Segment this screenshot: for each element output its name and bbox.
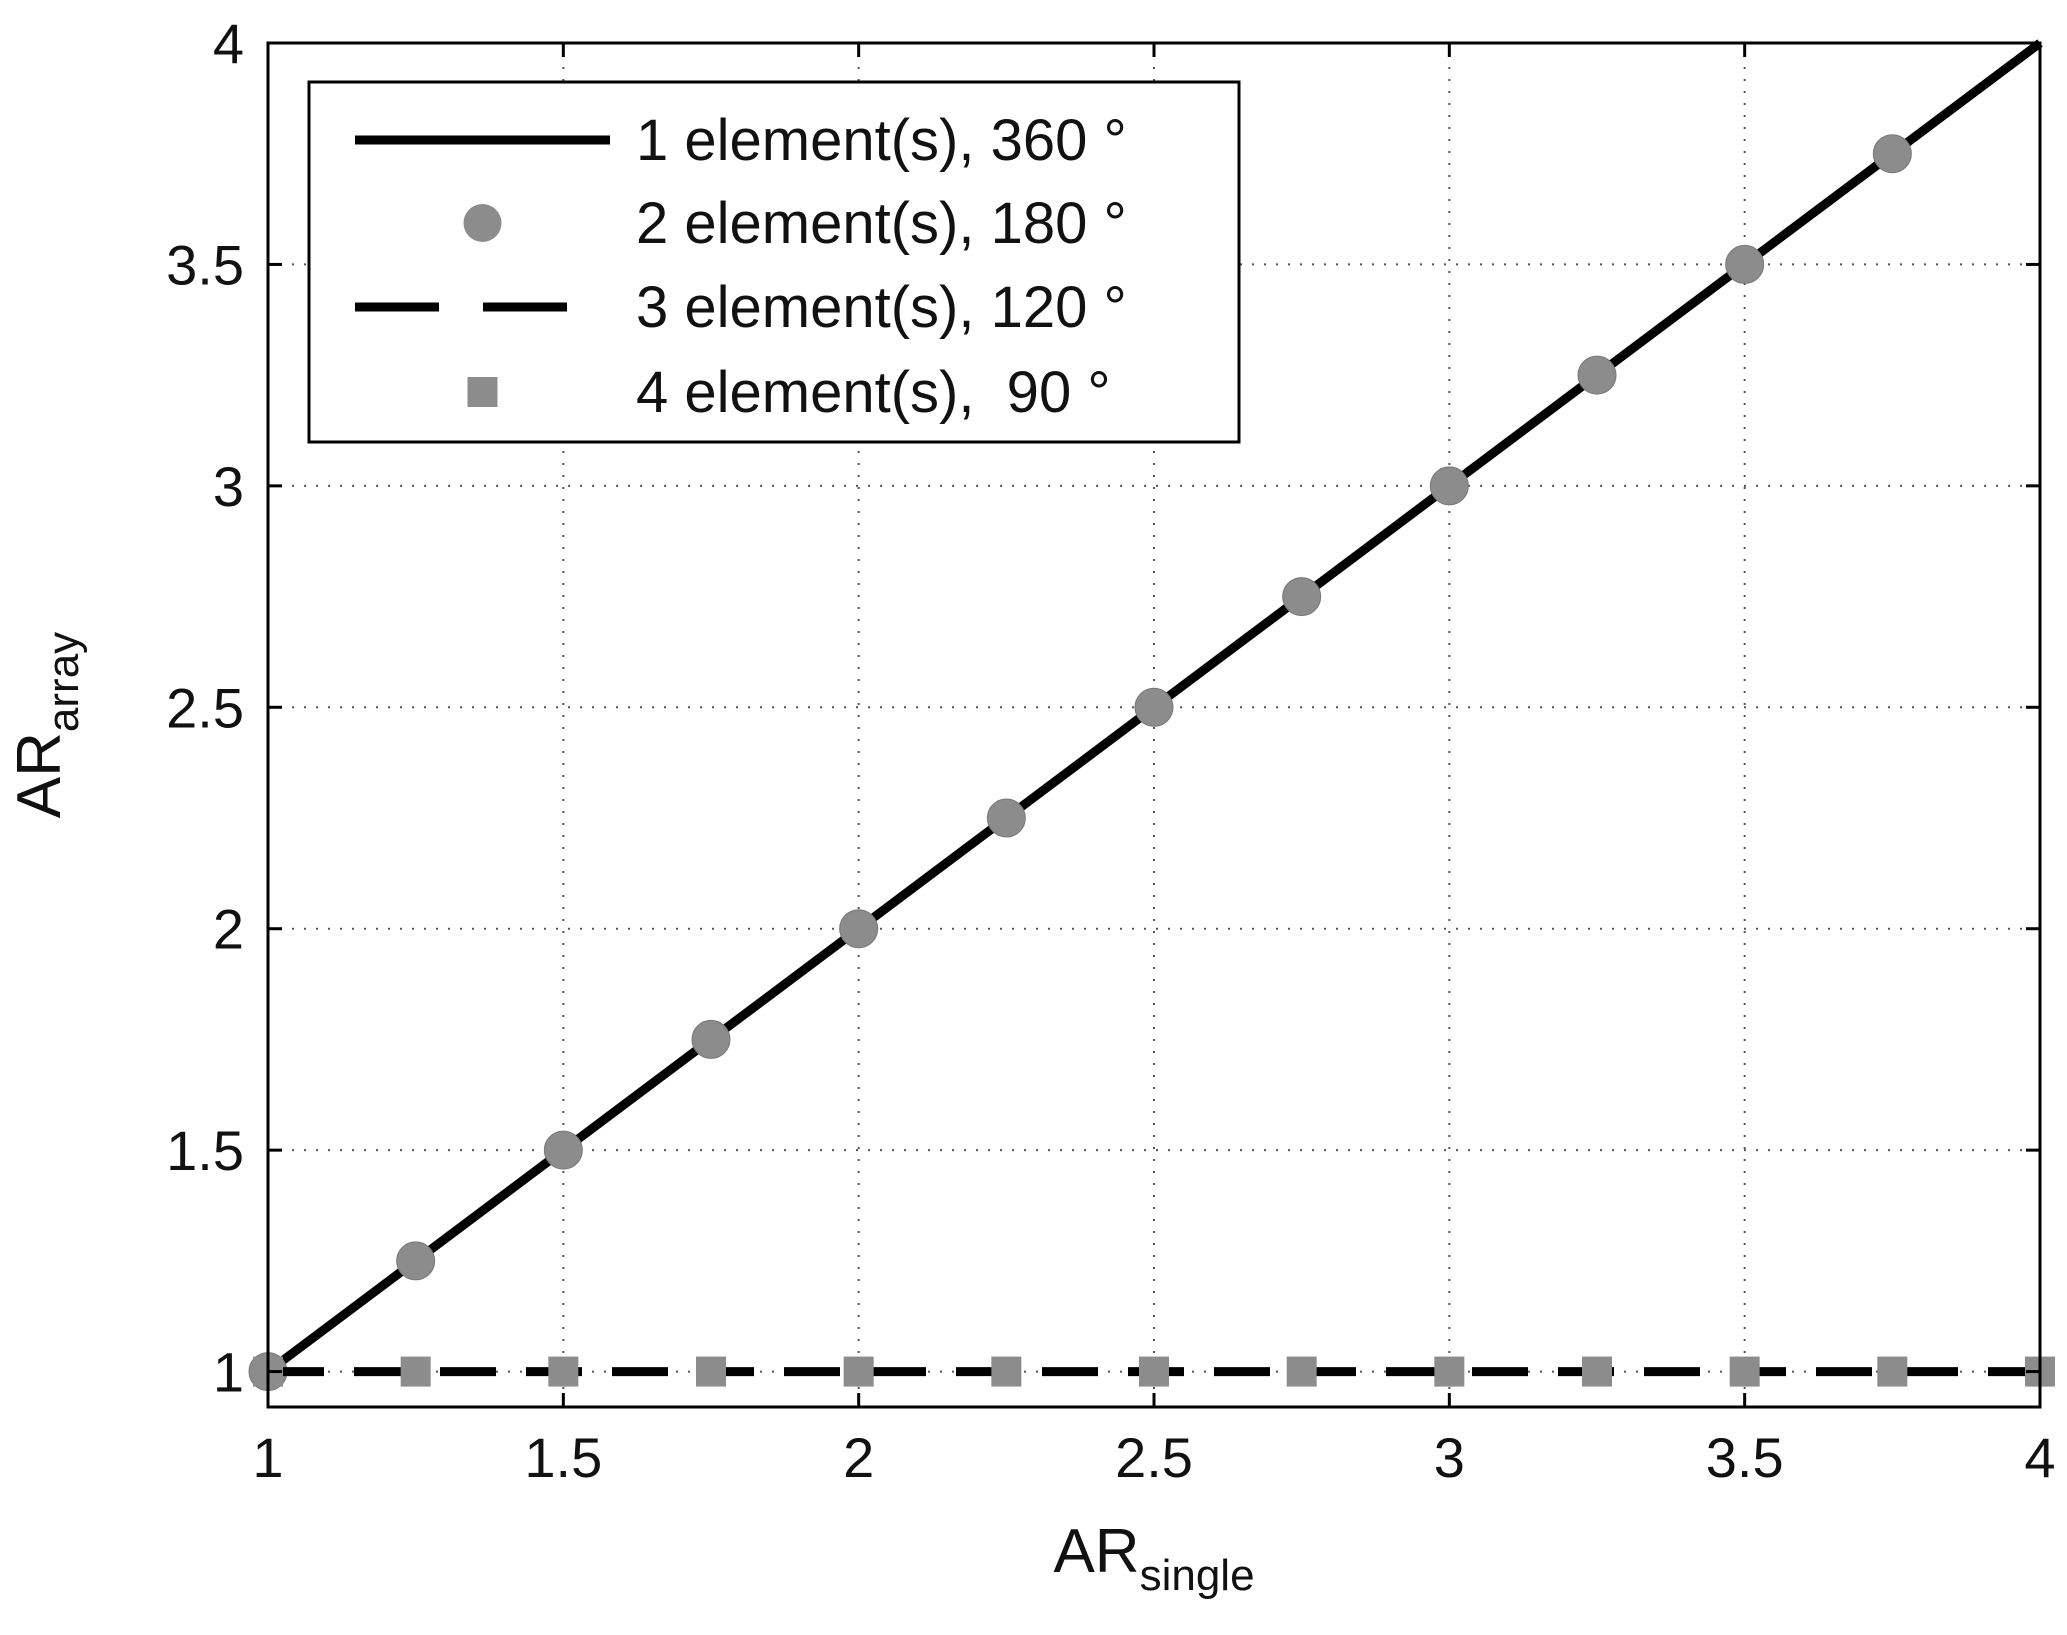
y-axis-title-sub: array (39, 632, 88, 732)
legend-entries: 1 element(s), 360 ° 2 element(s), 180 ° 3 … (355, 108, 1127, 425)
series-2-point-9 (1577, 355, 1617, 395)
series-2-point-1 (396, 1241, 436, 1281)
series-2-point-11 (1872, 134, 1912, 174)
x-tick-label-6: 4 (2024, 1426, 2055, 1489)
y-axis-title-main: AR (5, 732, 74, 818)
legend-label-1: 1 element(s), 360 ° (636, 108, 1127, 173)
series-2-point-5 (986, 798, 1026, 838)
series-4-point-7 (1286, 1356, 1317, 1387)
y-tick-label-4: 3 (213, 455, 244, 518)
x-tick-label-2: 2 (843, 1426, 874, 1489)
legend-label-4: 4 element(s), 90 ° (636, 360, 1111, 425)
legend-label-2: 2 element(s), 180 ° (636, 191, 1127, 256)
x-axis-title-sub: single (1140, 1551, 1255, 1600)
legend-entry-4: 4 element(s), 90 ° (467, 360, 1111, 425)
series-4-point-11 (1877, 1356, 1908, 1387)
series-4-point-2 (548, 1356, 579, 1387)
series-2-point-8 (1429, 466, 1469, 506)
x-axis-title: ARsingle (1053, 1517, 1254, 1600)
series-2-point-2 (543, 1130, 583, 1170)
series-4-point-3 (696, 1356, 726, 1387)
legend: 1 element(s), 360 ° 2 element(s), 180 ° 3 … (307, 80, 1241, 444)
axis-ticks: 1 1.5 2 2.5 3 3.5 4 1 1.5 2 2.5 3 3.5 4 (166, 12, 2055, 1489)
x-axis-title-main: AR (1053, 1517, 1139, 1586)
y-tick-label-3: 2.5 (166, 676, 244, 739)
x-tick-label-4: 3 (1434, 1426, 1465, 1489)
legend-symbol-4 (467, 377, 498, 407)
y-tick-label-6: 4 (213, 12, 244, 75)
series-4 (253, 1356, 2055, 1387)
y-tick-label-2: 2 (213, 898, 244, 961)
series-2 (248, 134, 1912, 1392)
legend-entry-1: 1 element(s), 360 ° (355, 108, 1127, 173)
legend-entry-2: 2 element(s), 180 ° (463, 191, 1127, 256)
series-2-point-7 (1282, 577, 1322, 617)
series-4-point-5 (991, 1356, 1022, 1387)
legend-symbol-2 (463, 204, 502, 242)
series-2-point-4 (839, 909, 879, 949)
x-tick-label-1: 1.5 (524, 1426, 602, 1489)
x-tick-label-0: 1 (252, 1426, 283, 1489)
x-tick-label-3: 2.5 (1115, 1426, 1193, 1489)
series-4-point-6 (1139, 1356, 1169, 1387)
plot-series (248, 39, 2055, 1392)
legend-label-3: 3 element(s), 120 ° (636, 275, 1127, 340)
series-4-point-9 (1582, 1356, 1612, 1387)
x-tick-label-5: 3.5 (1706, 1426, 1784, 1489)
series-4-point-4 (843, 1356, 874, 1387)
series-2-point-6 (1134, 687, 1174, 727)
series-4-point-8 (1434, 1356, 1465, 1387)
series-4-point-1 (400, 1356, 431, 1387)
y-tick-label-5: 3.5 (166, 233, 244, 296)
y-tick-label-0: 1 (213, 1341, 244, 1404)
series-4-point-10 (1729, 1356, 1760, 1387)
series-2-point-3 (691, 1019, 731, 1059)
series-2-point-10 (1725, 244, 1765, 284)
legend-entry-3: 3 element(s), 120 ° (355, 275, 1127, 340)
y-axis-title: ARarray (5, 632, 88, 818)
y-tick-label-1: 1.5 (166, 1119, 244, 1182)
